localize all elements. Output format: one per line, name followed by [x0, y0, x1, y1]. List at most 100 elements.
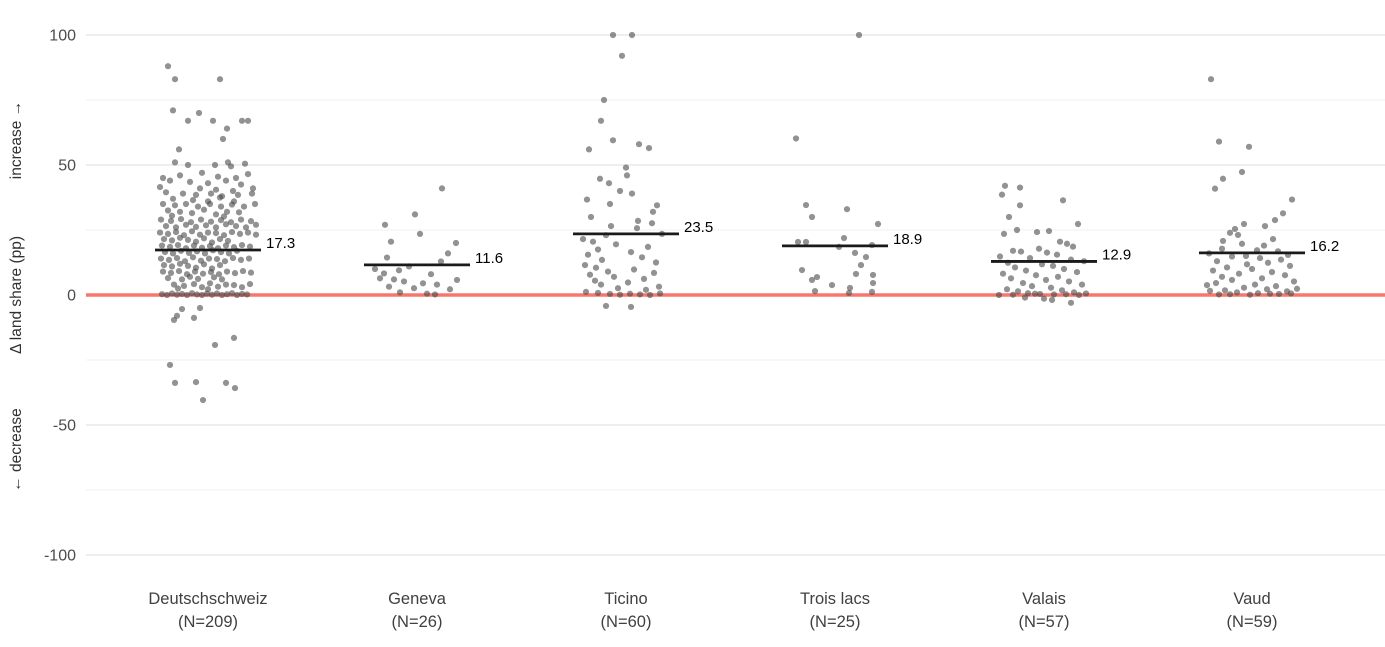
data-point — [1272, 283, 1280, 290]
y-axis-tick-labels: 100 50 0 -50 -100 — [44, 28, 76, 565]
data-point — [184, 262, 192, 269]
data-point — [998, 191, 1006, 198]
data-point — [223, 291, 231, 298]
data-point — [1243, 261, 1251, 268]
data-point — [1047, 284, 1055, 291]
data-point — [203, 290, 211, 297]
data-point — [1279, 210, 1287, 217]
data-point — [162, 189, 170, 196]
data-point — [808, 276, 816, 284]
data-point — [216, 76, 224, 83]
data-point — [159, 268, 167, 275]
data-point — [227, 219, 235, 226]
data-point — [160, 262, 168, 269]
data-point — [156, 229, 164, 236]
category-n-label: (N=209) — [178, 613, 238, 631]
data-point — [198, 169, 206, 176]
data-point — [196, 185, 204, 192]
mean-value-label: 16.2 — [1310, 238, 1339, 255]
data-point — [1268, 269, 1276, 276]
data-point — [1221, 287, 1229, 294]
data-point — [592, 264, 600, 271]
data-point — [380, 270, 388, 277]
data-point — [640, 275, 648, 282]
data-point — [171, 159, 179, 166]
data-point — [243, 291, 251, 298]
data-point — [607, 223, 615, 230]
data-point — [189, 197, 197, 204]
data-point — [1261, 223, 1269, 230]
data-point — [252, 221, 260, 228]
data-point — [191, 268, 199, 275]
data-point — [1070, 289, 1078, 296]
data-point — [874, 220, 882, 228]
data-point — [172, 224, 180, 231]
data-point — [1005, 213, 1013, 221]
data-point — [218, 291, 226, 299]
major-gridlines — [86, 34, 1385, 556]
data-point — [158, 242, 166, 249]
data-point — [214, 173, 222, 180]
data-point — [376, 275, 384, 282]
data-point — [206, 200, 214, 208]
data-point — [411, 211, 419, 218]
data-point — [616, 187, 624, 195]
data-point — [652, 259, 660, 266]
data-point — [1062, 291, 1070, 298]
data-point — [1233, 289, 1241, 296]
data-point — [626, 290, 634, 297]
data-point — [385, 283, 393, 290]
data-point — [1049, 262, 1057, 269]
data-point — [650, 269, 658, 276]
data-point — [602, 302, 610, 310]
data-point — [596, 175, 604, 182]
data-point — [192, 379, 200, 386]
data-point — [237, 256, 245, 263]
data-point — [194, 275, 202, 282]
data-point — [224, 237, 232, 245]
data-point — [222, 281, 230, 288]
data-point — [606, 200, 614, 208]
data-point — [656, 290, 664, 297]
data-point — [228, 290, 236, 297]
data-point — [180, 282, 188, 289]
data-point — [869, 271, 877, 279]
data-point — [653, 202, 661, 209]
data-point — [190, 280, 198, 288]
data-point — [222, 379, 230, 386]
data-point — [169, 250, 177, 257]
data-point — [248, 190, 256, 197]
category-label: Geneva — [388, 590, 447, 608]
data-point — [400, 278, 408, 285]
data-point — [597, 281, 605, 288]
data-point — [999, 270, 1007, 277]
category-n-label: (N=57) — [1019, 613, 1070, 631]
data-point — [605, 180, 613, 187]
data-point — [242, 224, 250, 231]
data-point — [164, 207, 172, 214]
data-point — [244, 117, 252, 124]
data-point — [655, 283, 663, 290]
data-point — [371, 265, 379, 273]
data-point — [635, 141, 643, 148]
data-point — [238, 290, 246, 298]
data-point — [230, 334, 238, 341]
data-point — [1054, 273, 1062, 280]
data-point — [195, 109, 203, 117]
data-point — [1286, 262, 1294, 269]
data-point — [852, 270, 860, 278]
data-point — [627, 249, 635, 256]
data-point — [387, 238, 395, 245]
data-point — [1069, 243, 1077, 250]
data-point — [214, 283, 222, 290]
data-point — [1017, 248, 1025, 255]
data-point — [996, 253, 1004, 260]
data-point — [616, 291, 624, 298]
data-point — [623, 172, 631, 179]
data-point — [1035, 245, 1043, 252]
data-point — [634, 217, 642, 224]
group-points-trois-lacs — [792, 31, 882, 297]
data-point — [1219, 237, 1227, 245]
data-point — [222, 221, 230, 228]
data-point — [1009, 247, 1017, 254]
